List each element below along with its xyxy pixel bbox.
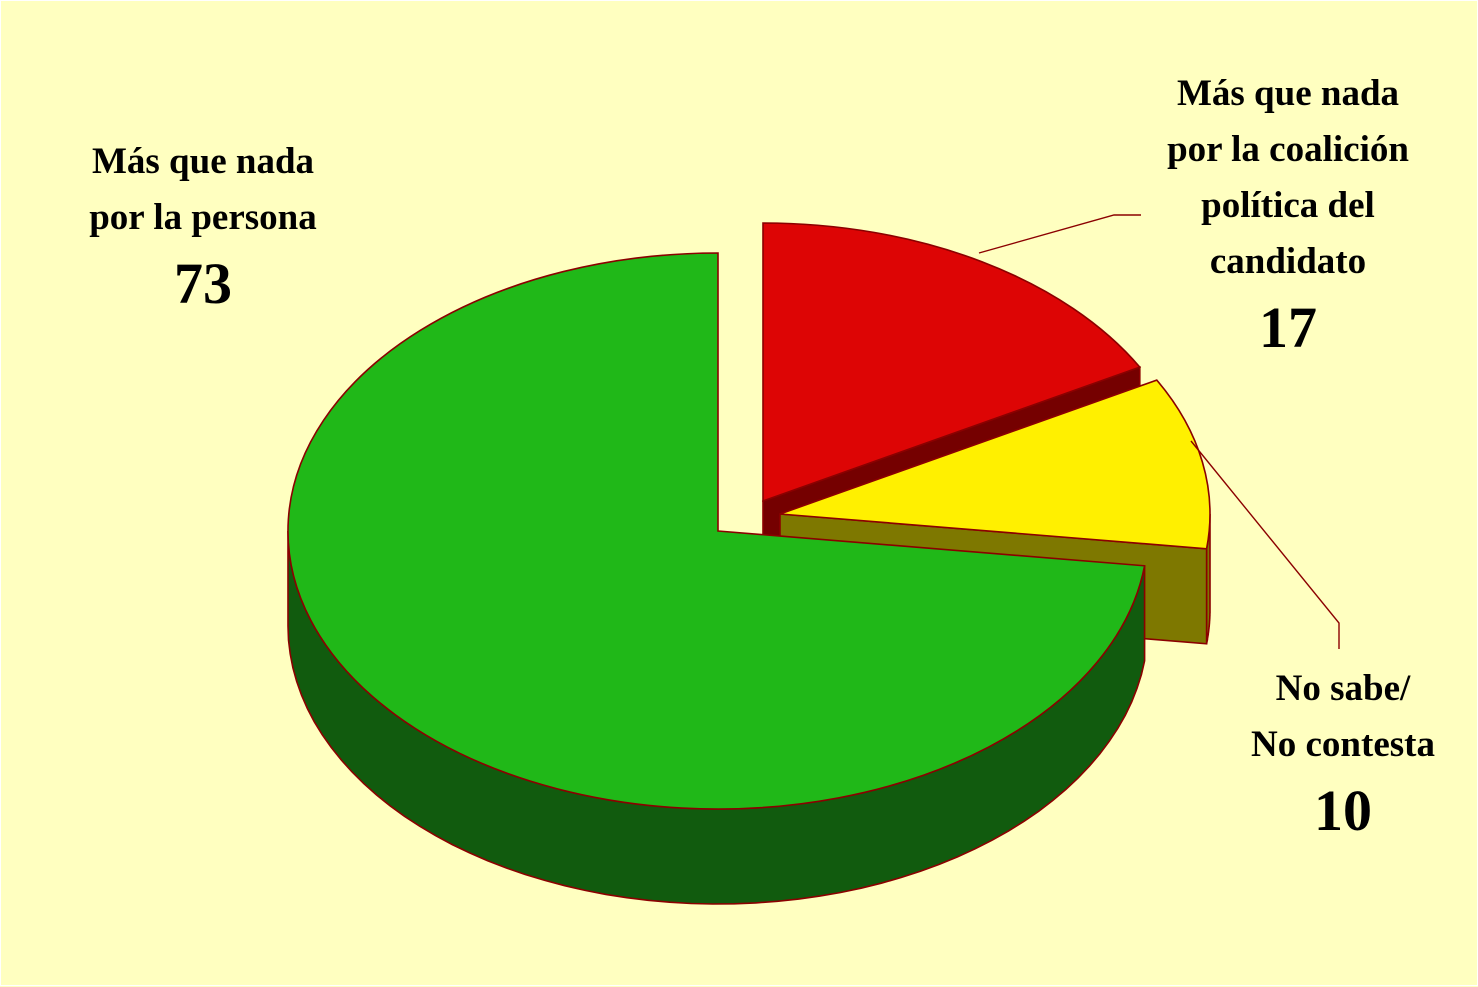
label-no-sabe-line-2: No contesta bbox=[1251, 724, 1435, 765]
label-persona: Más que nada por la persona 73 bbox=[53, 134, 353, 322]
value-persona: 73 bbox=[174, 251, 232, 316]
label-no-sabe: No sabe/ No contesta 10 bbox=[1208, 661, 1478, 849]
label-coalicion: Más que nada por la coalición política d… bbox=[1128, 66, 1448, 366]
leader-line-no-sabe bbox=[1190, 440, 1340, 649]
label-persona-line-2: por la persona bbox=[89, 197, 317, 238]
leader-line-coalicion bbox=[978, 214, 1141, 254]
slice-top-no-sabe bbox=[779, 379, 1211, 550]
value-no-sabe: 10 bbox=[1314, 778, 1372, 843]
label-coalicion-line-4: candidato bbox=[1209, 241, 1367, 282]
label-persona-line-1: Más que nada bbox=[91, 141, 315, 182]
label-coalicion-line-3: política del bbox=[1201, 185, 1375, 226]
label-coalicion-line-1: Más que nada bbox=[1176, 73, 1400, 114]
slice-top-coalicion bbox=[762, 222, 1142, 503]
slice-top-persona bbox=[287, 252, 1146, 810]
value-coalicion: 17 bbox=[1259, 295, 1317, 360]
label-no-sabe-line-1: No sabe/ bbox=[1275, 668, 1411, 709]
label-coalicion-line-2: por la coalición bbox=[1167, 129, 1409, 170]
